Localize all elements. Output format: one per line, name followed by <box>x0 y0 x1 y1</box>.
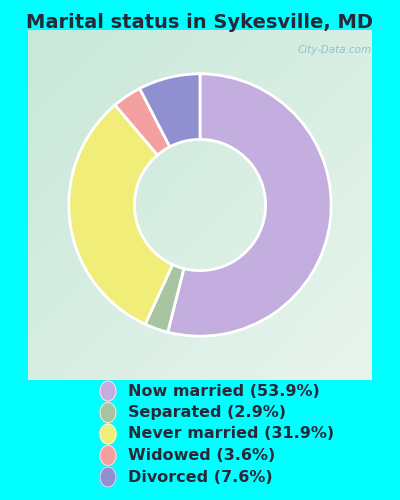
Text: Divorced (7.6%): Divorced (7.6%) <box>128 470 273 484</box>
Wedge shape <box>69 105 173 324</box>
Text: Marital status in Sykesville, MD: Marital status in Sykesville, MD <box>26 12 374 32</box>
Text: Separated (2.9%): Separated (2.9%) <box>128 405 286 420</box>
Wedge shape <box>168 74 331 336</box>
Text: Never married (31.9%): Never married (31.9%) <box>128 426 334 442</box>
Wedge shape <box>115 88 170 155</box>
Wedge shape <box>145 264 184 332</box>
Wedge shape <box>140 74 200 147</box>
Text: Now married (53.9%): Now married (53.9%) <box>128 384 320 398</box>
Text: Widowed (3.6%): Widowed (3.6%) <box>128 448 275 463</box>
Text: City-Data.com: City-Data.com <box>298 45 372 55</box>
